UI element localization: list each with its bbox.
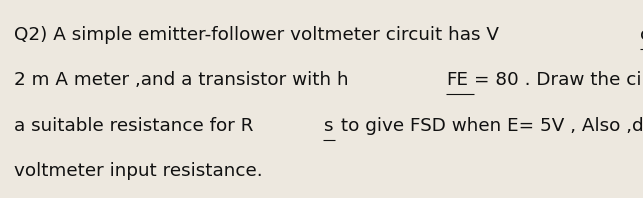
- Text: 2 m A meter ,and a transistor with h: 2 m A meter ,and a transistor with h: [14, 71, 349, 89]
- Text: a suitable resistance for R: a suitable resistance for R: [14, 117, 253, 135]
- Text: = 80 . Draw the circuit and  Calculate: = 80 . Draw the circuit and Calculate: [475, 71, 643, 89]
- Text: cc: cc: [640, 26, 643, 44]
- Text: FE: FE: [446, 71, 468, 89]
- Text: to give FSD when E= 5V , Also ,determine the: to give FSD when E= 5V , Also ,determine…: [336, 117, 643, 135]
- Text: voltmeter input resistance.: voltmeter input resistance.: [14, 162, 263, 180]
- Text: Q2) A simple emitter-follower voltmeter circuit has V: Q2) A simple emitter-follower voltmeter …: [14, 26, 499, 44]
- Text: s: s: [323, 117, 332, 135]
